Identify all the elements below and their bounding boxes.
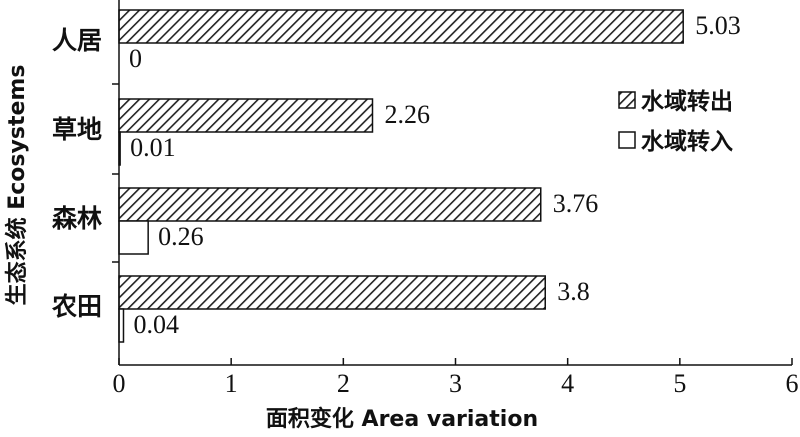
category-label-1: 草地 bbox=[52, 115, 102, 144]
x-tick-label-3: 3 bbox=[449, 369, 462, 398]
y-axis-title: 生态系统 Ecosystems bbox=[4, 65, 30, 306]
data-label-in-0: 0 bbox=[129, 44, 142, 73]
category-label-0: 人居 bbox=[52, 26, 102, 55]
legend-label-out: 水域转出 bbox=[641, 88, 733, 115]
bar-out-1 bbox=[118, 98, 374, 133]
data-label-out-0: 5.03 bbox=[695, 11, 741, 40]
bar-out-2 bbox=[118, 187, 542, 222]
bars-group bbox=[118, 9, 684, 343]
value-labels-group: 5.03 0 2.26 0.01 3.76 0.26 3.8 0.04 bbox=[129, 11, 741, 339]
bar-out-3 bbox=[118, 275, 546, 310]
bar-in-2 bbox=[118, 220, 149, 255]
data-label-out-3: 3.8 bbox=[557, 277, 590, 306]
data-label-in-2: 0.26 bbox=[158, 222, 204, 251]
x-tick-label-0: 0 bbox=[113, 369, 126, 398]
x-axis: 0 1 2 3 4 5 6 bbox=[112, 0, 799, 398]
x-axis-title: 面积变化 Area variation bbox=[266, 406, 538, 432]
category-label-3: 农田 bbox=[51, 292, 102, 321]
bar-out-0 bbox=[118, 9, 684, 44]
data-label-in-1: 0.01 bbox=[130, 133, 176, 162]
category-label-2: 森林 bbox=[52, 204, 102, 233]
x-tick-label-4: 4 bbox=[561, 369, 574, 398]
legend-label-in: 水域转入 bbox=[641, 128, 733, 155]
data-label-in-3: 0.04 bbox=[133, 310, 179, 339]
data-label-out-2: 3.76 bbox=[553, 189, 599, 218]
legend: 水域转出 水域转入 bbox=[618, 88, 733, 155]
x-tick-label-1: 1 bbox=[225, 369, 238, 398]
legend-swatch-in bbox=[618, 131, 636, 149]
legend-swatch-out bbox=[618, 91, 636, 109]
x-tick-label-2: 2 bbox=[337, 369, 350, 398]
x-tick-label-5: 5 bbox=[673, 369, 686, 398]
x-tick-label-6: 6 bbox=[786, 369, 799, 398]
data-label-out-1: 2.26 bbox=[384, 100, 430, 129]
